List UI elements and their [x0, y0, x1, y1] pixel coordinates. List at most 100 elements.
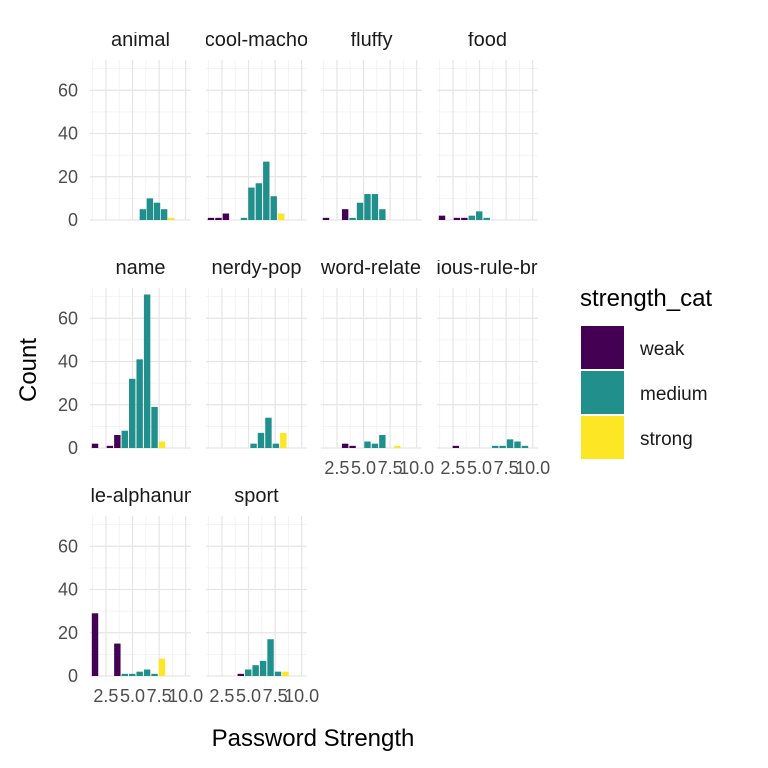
- y-tick-label: 40: [58, 580, 78, 600]
- bar: [207, 217, 215, 220]
- y-tick-label: 20: [58, 623, 78, 643]
- y-tick-label: 0: [68, 210, 78, 230]
- bar: [222, 213, 230, 220]
- y-axis-title: Count: [15, 338, 42, 402]
- facet-panel: fluffy: [321, 29, 422, 221]
- bar: [121, 673, 128, 676]
- bar: [452, 445, 460, 448]
- facet-label: name: [115, 257, 165, 279]
- bar: [160, 209, 168, 220]
- bar: [491, 445, 499, 448]
- bar: [257, 432, 265, 448]
- legend-key-strong: [581, 416, 624, 459]
- bar: [461, 217, 468, 220]
- bar: [272, 443, 280, 448]
- bar: [167, 217, 175, 220]
- y-tick-label: 60: [58, 80, 78, 100]
- legend-title: strength_cat: [580, 285, 712, 312]
- bar: [394, 445, 401, 448]
- bar: [379, 435, 386, 448]
- y-tick-label: 60: [58, 536, 78, 556]
- bar: [322, 217, 330, 220]
- bar: [143, 669, 151, 676]
- bar: [245, 669, 252, 676]
- facet-label: sport: [234, 485, 279, 507]
- facet-label: fluffy: [351, 29, 393, 51]
- x-tick-label: 5.0: [236, 686, 261, 706]
- bar: [453, 217, 461, 220]
- x-tick-label: 7.5: [147, 686, 172, 706]
- legend-key-medium: [581, 371, 624, 414]
- x-tick-label: 10.0: [399, 458, 434, 478]
- x-tick-label: 10.0: [515, 458, 550, 478]
- y-tick-label: 60: [58, 308, 78, 328]
- bar: [267, 639, 274, 676]
- x-tick-label: 10.0: [284, 686, 319, 706]
- bar: [248, 187, 255, 220]
- x-axis-title: Password Strength: [212, 725, 415, 752]
- bar: [255, 183, 263, 220]
- bar: [121, 430, 128, 448]
- bar: [349, 217, 356, 220]
- x-tick-label: 5.0: [351, 458, 376, 478]
- x-tick-label: 2.5: [324, 458, 349, 478]
- bar: [499, 445, 506, 448]
- bar: [240, 217, 248, 220]
- bar: [371, 443, 379, 448]
- bar: [143, 294, 151, 448]
- bar: [215, 217, 222, 220]
- bar: [521, 445, 529, 448]
- bar: [341, 209, 349, 220]
- facet-panels: animal 0 20 40 60 cool-macho fluffy food name 0 20…: [48, 29, 587, 706]
- bar: [514, 441, 521, 448]
- bar: [139, 209, 147, 220]
- y-tick-label: 20: [58, 395, 78, 415]
- y-tick-label: 0: [68, 666, 78, 686]
- x-tick-label: 5.0: [120, 686, 145, 706]
- bar: [252, 665, 259, 676]
- bar: [153, 202, 161, 220]
- bar: [158, 441, 166, 448]
- bar: [259, 660, 267, 676]
- y-tick-label: 40: [58, 124, 78, 144]
- x-tick-label: 7.5: [263, 686, 288, 706]
- bar: [280, 432, 287, 448]
- bar: [129, 673, 136, 676]
- x-tick-label: 7.5: [494, 458, 519, 478]
- bar: [476, 211, 483, 220]
- bar: [263, 161, 270, 220]
- bar: [379, 209, 386, 220]
- bar: [158, 658, 166, 676]
- x-tick-label: 7.5: [378, 458, 403, 478]
- facet-label: nerdy-pop: [211, 257, 301, 279]
- bar: [274, 671, 282, 676]
- bar: [136, 671, 143, 676]
- facet-panel: nerdy-pop: [206, 257, 307, 449]
- y-tick-label: 40: [58, 352, 78, 372]
- facet-panel: name 0 20 40 60: [58, 257, 191, 458]
- bar: [364, 194, 371, 220]
- bar: [341, 443, 349, 448]
- bar: [114, 643, 121, 676]
- facet-panel: sword-related 2.5 5.0 7.510.0: [311, 257, 434, 478]
- bar: [91, 613, 99, 676]
- bar: [106, 445, 114, 448]
- bar: [151, 673, 158, 676]
- bar: [356, 202, 364, 220]
- bar: [146, 198, 154, 220]
- facet-label: rebellious-rule-breaker: [387, 257, 587, 279]
- facet-panel: sport 2.5 5.0 7.510.0: [206, 485, 319, 706]
- bar: [506, 439, 514, 448]
- y-tick-label: 20: [58, 167, 78, 187]
- facet-label: sword-related: [311, 257, 432, 279]
- facet-panel: food: [437, 32, 538, 221]
- bar: [237, 673, 244, 676]
- facet-label: simple-alphanumeric: [48, 485, 233, 507]
- facet-panel: animal 0 20 40 60: [58, 32, 191, 230]
- bar: [468, 215, 475, 220]
- bar: [349, 445, 356, 448]
- legend: strength_cat weak medium strong: [580, 285, 712, 459]
